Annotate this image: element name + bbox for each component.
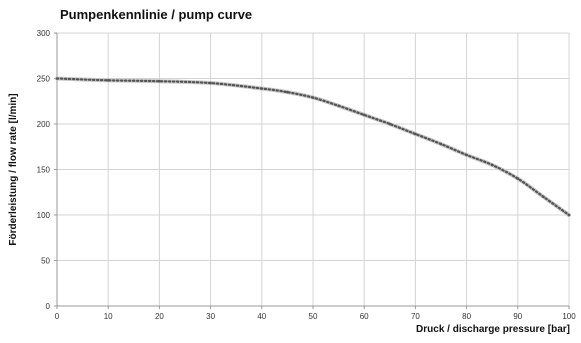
- x-tick-label: 50: [309, 312, 318, 321]
- data-point: [465, 153, 468, 157]
- x-tick-label: 60: [360, 312, 369, 321]
- y-axis-title: Förderleistung / flow rate [l/min]: [8, 93, 19, 245]
- y-tick-label: 50: [41, 257, 50, 266]
- data-point: [490, 163, 494, 167]
- x-axis-title: Druck / discharge pressure [bar]: [416, 324, 570, 335]
- data-point: [414, 132, 417, 136]
- data-point: [439, 142, 443, 146]
- x-tick-label: 20: [155, 312, 164, 321]
- data-point: [286, 90, 289, 94]
- x-tick-label: 70: [411, 312, 420, 321]
- x-tick-label: 90: [513, 312, 522, 321]
- x-tick-label: 30: [206, 312, 215, 321]
- chart-title: Pumpenkennlinie / pump curve: [60, 7, 252, 22]
- y-tick-label: 0: [46, 302, 51, 311]
- data-point: [542, 195, 545, 199]
- x-tick-label: 100: [562, 312, 576, 321]
- y-tick-label: 150: [37, 166, 51, 175]
- data-point: [106, 79, 110, 82]
- x-tick-label: 40: [257, 312, 266, 321]
- data-point: [260, 87, 264, 90]
- data-point: [55, 77, 59, 80]
- x-tick-label: 80: [462, 312, 471, 321]
- x-tick-label: 10: [104, 312, 113, 321]
- data-point: [337, 104, 340, 108]
- plot-area: 0 10 20 30 40 50 60 70 80 90 100 0 50 100 150 200 250 300: [37, 29, 577, 321]
- y-tick-label: 250: [37, 75, 51, 84]
- data-point: [362, 113, 366, 117]
- data-point: [158, 79, 161, 83]
- y-tick-label: 200: [37, 120, 51, 129]
- data-point: [388, 122, 392, 126]
- y-tick-label: 300: [37, 29, 51, 38]
- data-point: [311, 96, 315, 99]
- data-point: [567, 213, 571, 217]
- data-point: [516, 177, 520, 180]
- x-tick-label: 0: [55, 312, 60, 321]
- y-tick-label: 100: [37, 211, 51, 220]
- data-point: [209, 81, 212, 85]
